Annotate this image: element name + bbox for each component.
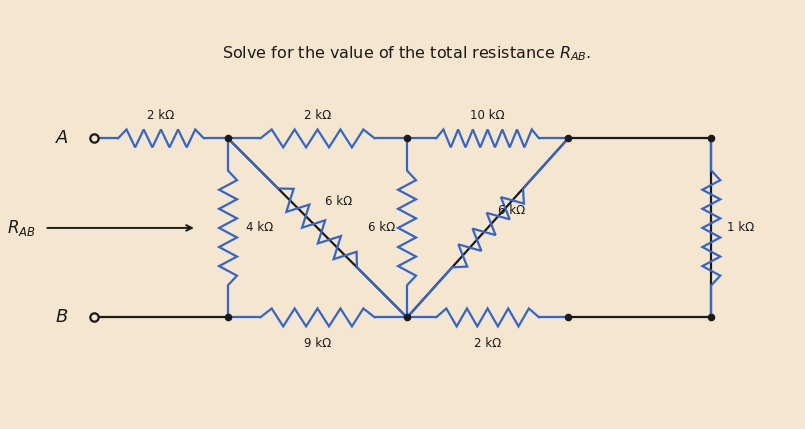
Text: $A$: $A$ [55,130,68,148]
Text: $B$: $B$ [56,308,68,326]
Text: 2 kΩ: 2 kΩ [304,109,331,122]
Text: 1 kΩ: 1 kΩ [728,221,755,234]
Text: 6 kΩ: 6 kΩ [498,204,526,217]
Text: 2 kΩ: 2 kΩ [147,109,175,122]
Text: 10 kΩ: 10 kΩ [470,109,505,122]
Text: 6 kΩ: 6 kΩ [368,221,395,234]
Text: 4 kΩ: 4 kΩ [246,221,273,234]
Text: 2 kΩ: 2 kΩ [474,337,502,350]
Text: 9 kΩ: 9 kΩ [304,337,331,350]
Text: $R_{AB}$: $R_{AB}$ [6,218,35,238]
Text: 6 kΩ: 6 kΩ [324,195,352,208]
Text: Solve for the value of the total resistance $R_{AB}$.: Solve for the value of the total resista… [222,45,592,63]
